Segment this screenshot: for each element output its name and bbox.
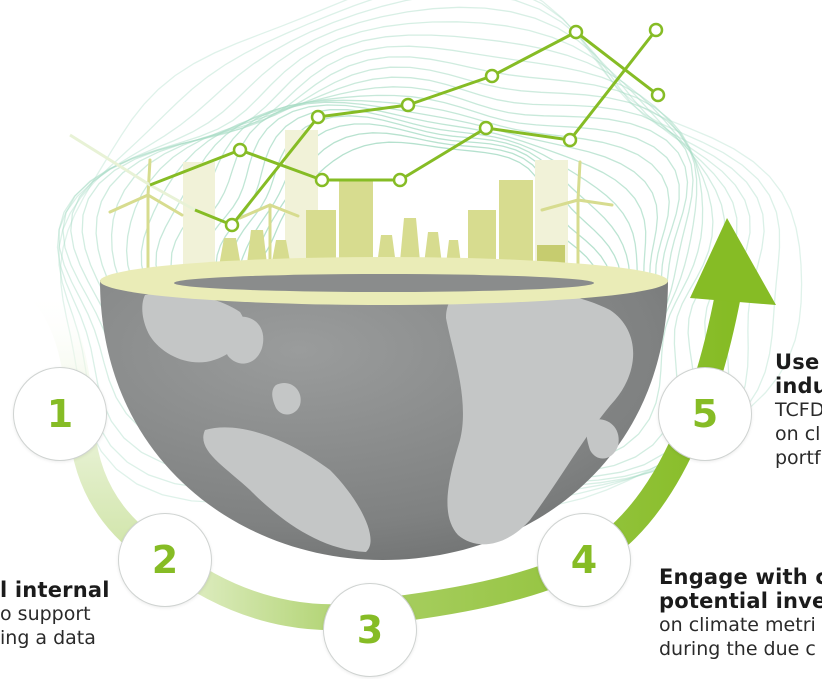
step-5-heading: Use [775, 350, 820, 374]
step-4-heading: potential inve [659, 589, 822, 613]
continents [142, 287, 634, 552]
arc-arrowhead [690, 218, 776, 305]
step-number: 2 [151, 538, 179, 582]
step-5-line: TCFD [775, 399, 822, 421]
contour-line [70, 34, 726, 479]
step-number: 3 [356, 608, 384, 652]
step-4-circle[interactable]: 4 [537, 513, 631, 607]
contour-line [58, 6, 751, 489]
step-number: 1 [46, 392, 74, 436]
trend-points [224, 22, 666, 233]
contour-line [60, 0, 803, 509]
step-5-heading: indu [775, 374, 822, 398]
left-step-text: l internal o support ing a data [0, 578, 110, 650]
step-5-circle[interactable]: 5 [658, 367, 752, 461]
step-4-line: on climate metri [659, 614, 816, 636]
left-step-line: ing a data [0, 627, 96, 649]
contour-line [58, 0, 781, 502]
wind-turbines [108, 158, 614, 277]
left-step-heading: l internal [0, 578, 110, 602]
left-step-line: o support [0, 603, 91, 625]
progress-arc [162, 292, 741, 631]
globe-rim-inner [174, 274, 594, 292]
step-4-heading: Engage with c [659, 565, 822, 589]
contour-line [56, 0, 765, 495]
step-1-circle[interactable]: 1 [13, 367, 107, 461]
step-number: 4 [570, 538, 598, 582]
step-5-text: Use indu TCFD on cl portf [775, 350, 822, 470]
step-4-line: during the due c [659, 638, 816, 660]
step-5-line: portf [775, 447, 821, 469]
step-2-circle[interactable]: 2 [118, 513, 212, 607]
step-4-text: Engage with c potential inve on climate … [659, 565, 822, 661]
contour-line [62, 21, 738, 483]
step-number: 5 [691, 392, 719, 436]
step-5-line: on cl [775, 423, 821, 445]
step-3-circle[interactable]: 3 [323, 583, 417, 677]
